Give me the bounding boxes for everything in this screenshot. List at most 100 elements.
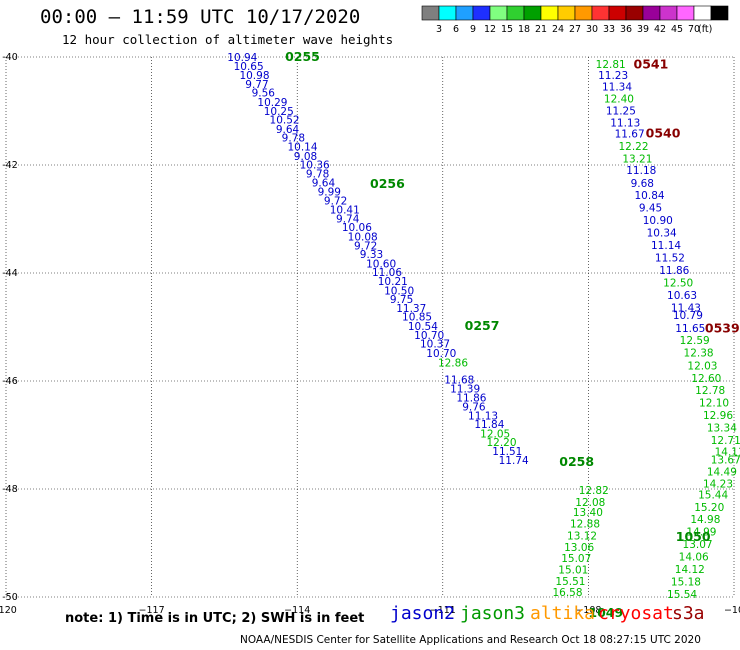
- swh-value: 10.70: [414, 330, 444, 342]
- swh-value: 10.84: [635, 190, 665, 202]
- color-scale-legend: 3 6 9 12 15 18 21 24 27 30 33 36 39 42 45 70(ft): [421, 5, 729, 35]
- swh-value: 10.14: [287, 142, 317, 154]
- swh-value: 9.56: [252, 88, 276, 100]
- swh-value: 10.98: [239, 70, 269, 82]
- swh-value: 12.50: [663, 278, 693, 290]
- legend-altika: altika: [530, 603, 596, 624]
- time-labels: 0255 0256 0257 0258 0541 0540 0539 1050 1049: [285, 49, 740, 620]
- swh-value: 11.84: [474, 419, 504, 431]
- swh-value: 11.14: [651, 240, 681, 252]
- swh-value: 12.71: [711, 435, 740, 447]
- swh-value: 11.65: [675, 323, 705, 335]
- time-label: 0256: [370, 176, 405, 191]
- swh-value: 11.25: [606, 105, 636, 117]
- y-tick-label: -40: [2, 52, 18, 63]
- colorbar-label: 6: [453, 24, 459, 35]
- x-tick-label: −10: [724, 605, 740, 616]
- swh-value: 13.06: [564, 542, 594, 554]
- swh-value: 11.86: [456, 393, 486, 405]
- swh-value: 15.18: [671, 576, 701, 588]
- colorbar-label: 3: [436, 24, 442, 35]
- swh-value: 11.51: [492, 446, 522, 458]
- swh-value: 10.29: [257, 97, 287, 109]
- swh-value: 9.99: [318, 186, 341, 198]
- colorbar-label: 33: [603, 24, 615, 35]
- swh-value: 10.52: [270, 115, 300, 127]
- swh-value: 10.37: [420, 339, 450, 351]
- swh-value: 11.34: [602, 82, 632, 94]
- swh-value: 10.08: [348, 231, 378, 243]
- swh-value: 11.18: [626, 165, 656, 177]
- swh-value: 9.72: [324, 196, 347, 208]
- swh-value: 11.43: [671, 303, 701, 315]
- x-tick-label: −111: [430, 605, 456, 616]
- x-tick-label: −114: [284, 605, 310, 616]
- time-label: 0539: [705, 321, 740, 336]
- colorbar-label: 70: [688, 24, 700, 35]
- legend-cryosat: cryosat: [598, 603, 674, 624]
- swh-value: 11.37: [396, 303, 426, 315]
- swh-value: 13.21: [622, 154, 652, 166]
- time-label: 1049: [588, 605, 623, 620]
- swh-value: 11.68: [444, 374, 474, 386]
- swh-value: 12.78: [695, 385, 725, 397]
- swh-value: 10.50: [384, 285, 414, 297]
- swh-value: 10.63: [667, 290, 697, 302]
- x-tick-label: −108: [575, 605, 601, 616]
- swh-value: 12.08: [575, 497, 605, 509]
- swh-value: 9.68: [631, 178, 654, 190]
- swh-value: 11.13: [468, 411, 498, 423]
- swh-value: 12.86: [438, 358, 468, 370]
- swh-value: 14.11: [715, 447, 740, 459]
- colorbar-label: 24: [552, 24, 564, 35]
- colorbar-label: (ft): [698, 24, 712, 35]
- colorbar-label: 36: [620, 24, 632, 35]
- swh-value: 10.90: [643, 215, 673, 227]
- swh-value: 10.60: [366, 258, 396, 270]
- swh-value: 11.52: [655, 252, 685, 264]
- colorbar-label: 45: [671, 24, 683, 35]
- swh-value: 12.82: [579, 485, 609, 497]
- swh-value: 14.99: [686, 527, 716, 539]
- swh-value: 12.60: [691, 373, 721, 385]
- chart-subtitle: 12 hour collection of altimeter wave hei…: [62, 32, 394, 47]
- swh-value: 10.21: [378, 276, 408, 288]
- swh-value: 9.78: [306, 169, 329, 181]
- y-tick-label: -46: [2, 376, 18, 387]
- swh-value: 13.34: [707, 422, 737, 434]
- series-jason2: 10.9410.6510.989.779.5610.2910.2510.529.…: [227, 52, 705, 467]
- colorbar-label: 18: [518, 24, 530, 35]
- swh-value: 13.12: [567, 530, 597, 542]
- swh-value: 9.76: [462, 401, 486, 413]
- grid: [5, 56, 735, 598]
- swh-value: 12.59: [680, 335, 710, 347]
- swh-value: 10.54: [408, 321, 438, 333]
- y-tick-label: -48: [2, 484, 18, 495]
- swh-value: 14.06: [679, 552, 709, 564]
- colorbar-label: 27: [569, 24, 581, 35]
- swh-value: 12.22: [618, 141, 648, 153]
- swh-value: 14.98: [690, 514, 720, 526]
- time-label: 0257: [465, 318, 500, 333]
- swh-value: 15.01: [558, 564, 588, 576]
- time-label: 0255: [285, 49, 320, 64]
- legend-jason2: jason2: [390, 603, 456, 624]
- swh-value: 10.34: [647, 228, 677, 240]
- colorbar-swatch: [710, 5, 729, 21]
- colorbar-label: 39: [637, 24, 649, 35]
- legend-s3a: s3a: [672, 603, 705, 624]
- swh-value: 12.20: [486, 437, 516, 449]
- swh-value: 10.36: [300, 159, 330, 171]
- swh-value: 13.40: [573, 507, 603, 519]
- swh-value: 10.94: [227, 52, 257, 64]
- time-label: 0541: [634, 57, 669, 72]
- swh-value: 9.33: [360, 249, 383, 261]
- swh-value: 12.05: [480, 428, 510, 440]
- y-tick-label: -44: [2, 268, 18, 279]
- swh-value: 11.74: [499, 455, 529, 467]
- swh-value: 10.65: [234, 61, 264, 73]
- colorbar-label: 15: [501, 24, 513, 35]
- swh-value: 11.67: [615, 129, 645, 141]
